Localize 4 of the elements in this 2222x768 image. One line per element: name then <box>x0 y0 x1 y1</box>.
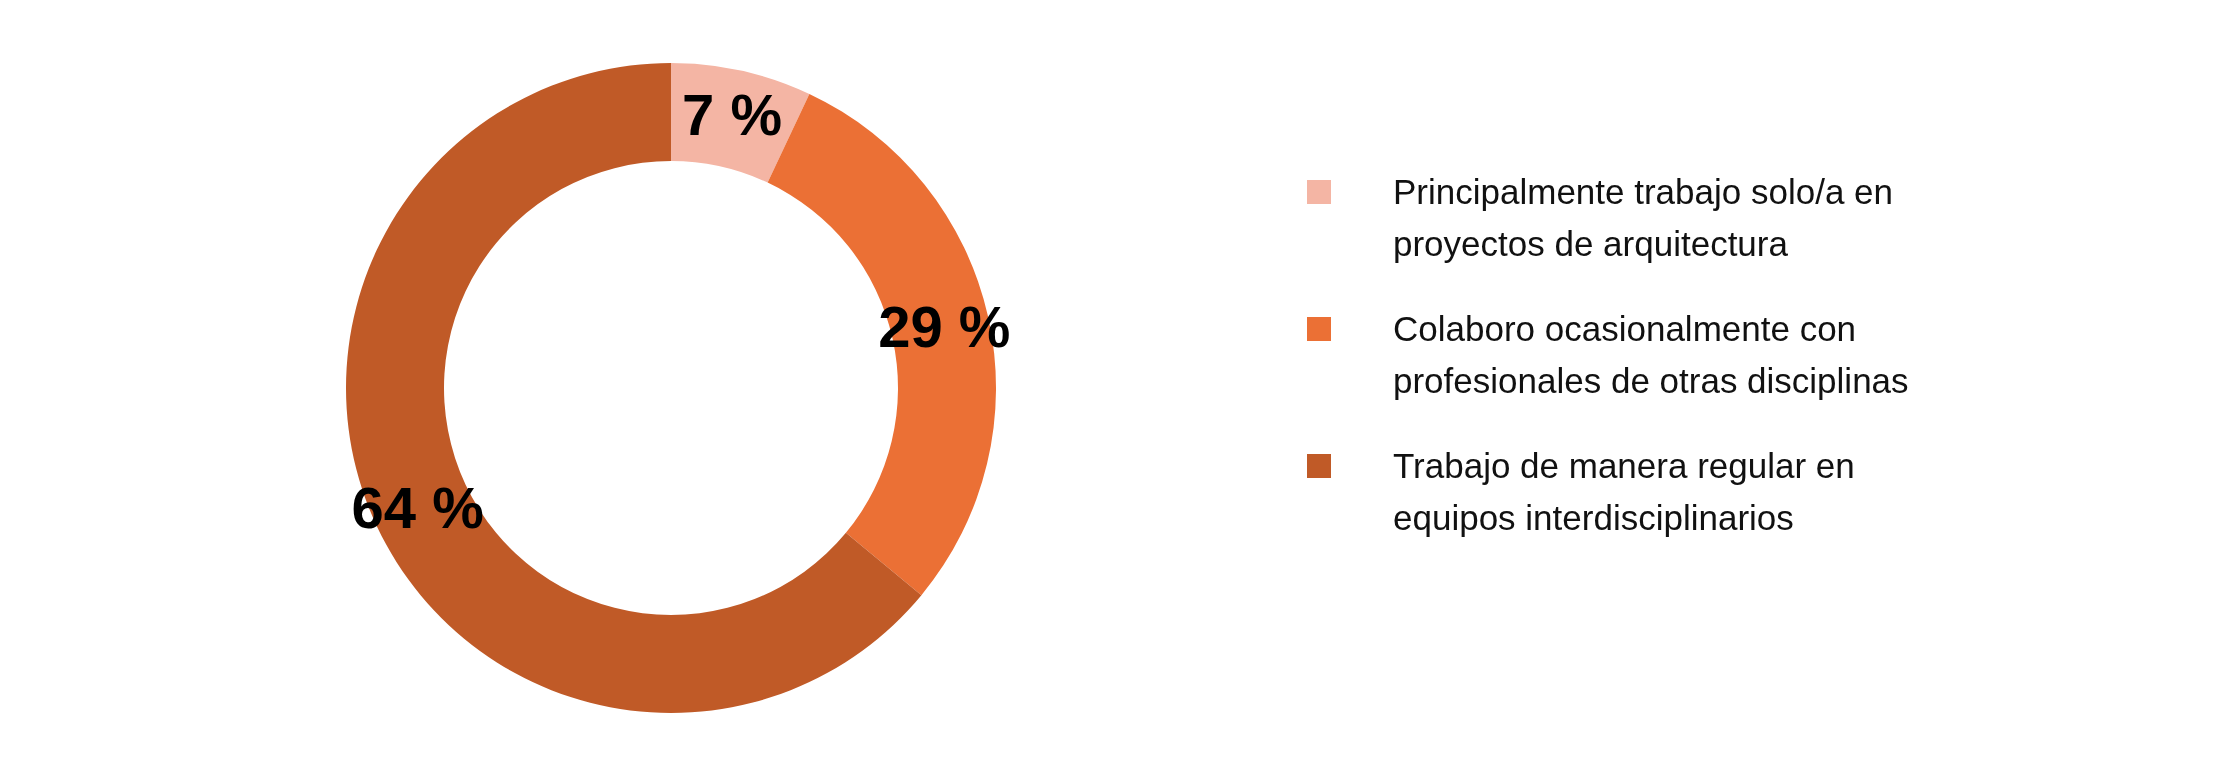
data-label: 7 % <box>682 82 783 148</box>
legend-label: Colaboro ocasionalmente con profesionales de otras disciplinas <box>1393 309 1909 401</box>
legend-label: Trabajo de manera regular en equipos interdisciplinarios <box>1393 446 1855 538</box>
legend-label: Principalmente trabajo solo/a en proyectos de arquitectura <box>1393 172 1894 264</box>
